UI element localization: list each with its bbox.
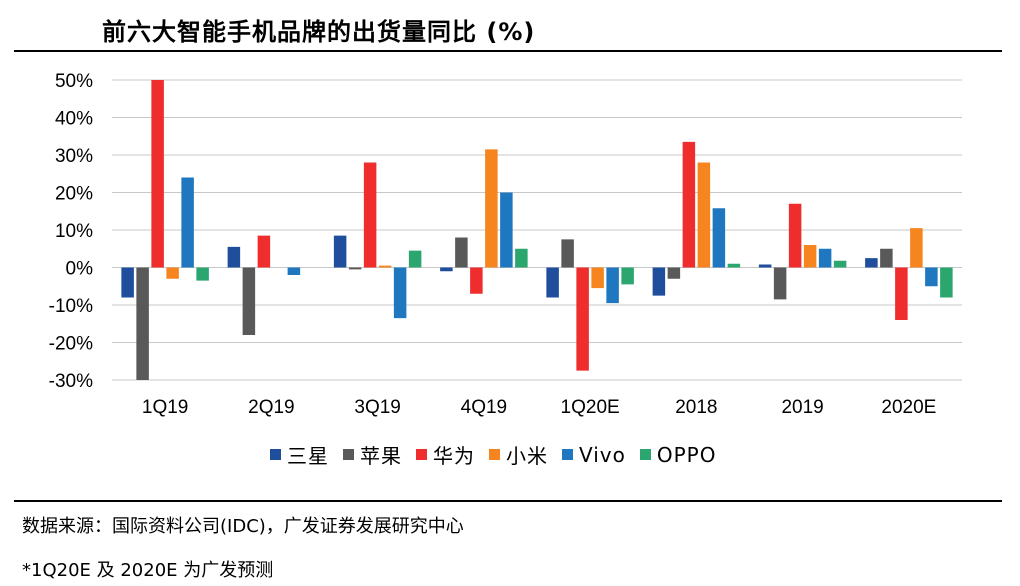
legend-swatch [270,449,281,460]
y-tick-label: -30% [49,371,93,392]
legend-label: Vivo [579,442,626,467]
bar [833,260,847,268]
bar [910,228,923,268]
bar [363,162,377,268]
y-tick-label: 40% [55,109,93,130]
bar [925,267,938,287]
bar [151,80,164,268]
bar [348,267,362,270]
y-tick-label: 0% [66,259,94,280]
bar [818,248,832,268]
y-tick-label: -20% [49,334,93,355]
legend-swatch [489,449,500,460]
bar [758,264,772,268]
legend-label: OPPO [656,442,717,467]
x-tick-label: 3Q19 [354,397,400,418]
bar [440,267,453,272]
forecast-note: *1Q20E 及 2020E 为广发预测 [22,560,274,581]
bars [121,80,953,380]
legend-swatch [562,449,573,460]
x-tick-label: 2020E [881,397,936,418]
y-tick-label: -10% [49,296,93,317]
bar [196,267,209,281]
y-tick-label: 20% [55,184,93,205]
bar-chart: -30% -20% -10% 0% 10% 20% 30% 40% 50% 1Q19 2Q19 3Q… [49,71,962,418]
x-tick-label: 1Q20E [561,397,620,418]
legend: 三星 苹果 华为 小米 Vivo OPPO [270,440,730,469]
y-tick-label: 50% [55,71,93,92]
x-tick-label: 4Q19 [461,397,507,418]
bar [773,267,787,300]
bar [470,267,483,294]
bar [682,141,696,268]
legend-item: Vivo [562,443,626,467]
legend-item: 华为 [416,440,475,469]
bar [257,235,271,268]
bar [393,267,407,319]
legend-label: 苹果 [360,444,402,468]
bar [561,239,574,268]
bar [591,267,604,289]
bar [500,192,513,268]
bar [652,267,666,296]
bar [895,267,908,320]
bar [940,267,953,298]
legend-swatch [343,449,354,460]
x-tick-label: 2Q19 [248,397,294,418]
legend-label: 华为 [433,444,475,468]
source-note: 数据来源：国际资料公司(IDC)，广发证券发展研究中心 [22,516,464,537]
bar [181,177,194,268]
bar [697,162,711,268]
bar [408,250,422,268]
y-tick-label: 10% [55,221,93,242]
bar [166,267,179,279]
bottom-rule [14,500,1002,502]
bar [287,267,301,275]
bar [242,267,256,335]
bar [621,267,634,285]
bar [865,258,878,268]
x-axis-tick-labels: 1Q19 2Q19 3Q19 4Q19 1Q20E 2018 2019 2020E [142,397,936,418]
bar [712,208,726,268]
bar [333,235,347,268]
y-axis-tick-labels: -30% -20% -10% 0% 10% 20% 30% 40% 50% [49,71,93,392]
bar [485,149,498,268]
x-tick-label: 1Q19 [142,397,188,418]
bar [576,267,589,371]
bar [880,248,893,268]
bar [606,267,619,304]
bar [515,248,528,268]
legend-item: 苹果 [343,440,402,469]
legend-swatch [416,449,427,460]
bar [455,237,468,268]
y-tick-label: 30% [55,146,93,167]
bar [667,267,681,279]
legend-item: OPPO [639,442,717,467]
grid-lines [112,79,962,381]
legend-swatch [639,449,651,460]
x-tick-label: 2019 [781,397,823,418]
bar [378,265,392,268]
bar [227,246,241,268]
legend-label: 小米 [506,444,548,468]
legend-label: 三星 [287,444,329,468]
x-tick-label: 2018 [675,397,717,418]
bar [803,245,817,268]
bar [546,267,559,298]
top-rule [14,50,1002,52]
bar [136,267,149,380]
bar [121,267,134,298]
legend-item: 三星 [270,440,329,469]
bar [727,263,741,268]
chart-title: 前六大智能手机品牌的出货量同比 (%) [102,18,536,46]
legend-item: 小米 [489,440,548,469]
bar [788,203,802,268]
